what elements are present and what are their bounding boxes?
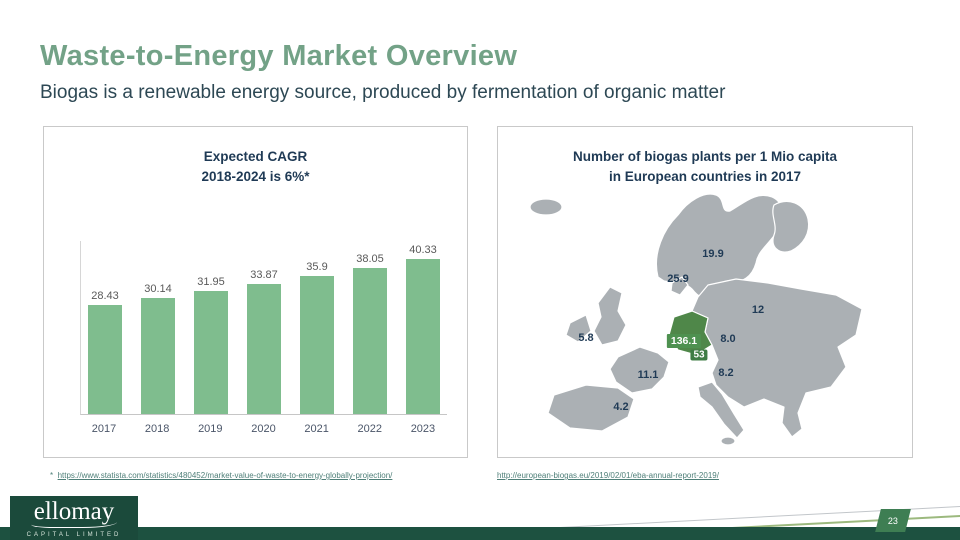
map-region-denmark <box>670 276 689 296</box>
biogas-report-link[interactable]: http://european-biogas.eu/2019/02/01/eba… <box>497 471 719 480</box>
bar-value-label: 28.43 <box>91 290 119 302</box>
page-title: Waste-to-Energy Market Overview <box>40 40 518 72</box>
page-number: 23 <box>887 515 898 526</box>
bar-value-label: 38.05 <box>356 253 384 265</box>
map-value-label: 11.1 <box>637 369 659 381</box>
bar-value-label: 31.95 <box>197 276 225 288</box>
map-region-iceland <box>529 198 563 216</box>
map-title-line2: in European countries in 2017 <box>608 169 802 185</box>
map-value-label: 4.2 <box>613 401 629 413</box>
bar-value-label: 33.87 <box>250 269 278 281</box>
bar-value-label: 35.9 <box>306 261 328 273</box>
chart-bar <box>141 298 175 414</box>
bar-years: 2017 2018 2019 2020 2021 2022 2023 <box>80 423 447 435</box>
chart-bar <box>300 276 334 414</box>
map-region-france <box>609 346 670 394</box>
map-panel: Number of biogas plants per 1 Mio capita… <box>497 126 913 458</box>
map-value-label: 19.9 <box>702 248 724 260</box>
europe-map-area: 19.9 25.9 12 5.8 136.1 8.0 53 8.2 11.1 4.2 <box>506 185 906 447</box>
chart-bar <box>194 291 228 414</box>
footer-band <box>0 527 960 540</box>
bar-column: 33.87 <box>246 269 282 414</box>
map-value-label: 25.9 <box>667 273 689 285</box>
page-number-badge: 23 <box>875 509 911 532</box>
bar-column: 28.43 <box>87 290 123 414</box>
map-value-label: 5.8 <box>578 332 594 344</box>
map-title-line1: Number of biogas plants per 1 Mio capita <box>572 149 838 164</box>
bar-year-label: 2022 <box>357 423 383 435</box>
footnote-marker: * <box>50 471 54 480</box>
bar-year-label: 2023 <box>410 423 436 435</box>
chart-bar <box>406 259 440 414</box>
map-region-finland <box>772 200 810 253</box>
page-subtitle: Biogas is a renewable energy source, pro… <box>40 82 726 103</box>
map-region-sicily <box>720 436 736 446</box>
bar-chart-title: Expected CAGR 2018-2024 is 6%* <box>44 147 467 188</box>
bar-chart-panel: Expected CAGR 2018-2024 is 6%* 28.43 30.1… <box>43 126 468 458</box>
bar-column: 35.9 <box>299 261 335 414</box>
bar-year-label: 2019 <box>198 423 223 435</box>
bar-chart-title-line2: 2018-2024 is 6%* <box>201 169 310 185</box>
map-region-iberia <box>547 384 635 432</box>
map-title: Number of biogas plants per 1 Mio capita… <box>498 147 912 188</box>
map-value-label: 53 <box>690 349 708 361</box>
bar-column: 30.14 <box>140 283 176 414</box>
footnote-left: * https://www.statista.com/statistics/48… <box>50 471 392 480</box>
bar-value-label: 40.33 <box>409 244 437 256</box>
logo-swash <box>31 522 117 528</box>
map-label-overlay: 19.9 25.9 12 5.8 136.1 8.0 53 8.2 11.1 4.2 <box>506 185 906 447</box>
chart-bar <box>353 268 387 414</box>
bar-year-label: 2018 <box>144 423 170 435</box>
bar-column: 40.33 <box>405 244 441 414</box>
bar-plot: 28.43 30.14 31.95 33.87 35.9 38.05 40.33 <box>80 241 447 415</box>
map-value-label: 12 <box>751 304 765 316</box>
logo-subtext: CAPITAL LIMITED <box>26 531 122 538</box>
europe-map <box>529 193 863 446</box>
statista-link[interactable]: https://www.statista.com/statistics/4804… <box>57 471 393 480</box>
chart-bar <box>247 284 281 414</box>
map-region-italy <box>697 381 745 439</box>
bar-column: 31.95 <box>193 276 229 414</box>
bar-year-label: 2017 <box>91 423 117 435</box>
bar-year-label: 2020 <box>251 423 276 435</box>
map-value-label: 136.1 <box>666 334 702 348</box>
map-region-ireland <box>565 314 592 343</box>
map-value-label: 8.0 <box>720 333 736 345</box>
logo-wordmark: ellomay <box>33 497 115 525</box>
company-logo: ellomay CAPITAL LIMITED <box>10 496 138 540</box>
bar-column: 38.05 <box>352 253 388 414</box>
bar-chart-title-line1: Expected CAGR <box>203 149 308 164</box>
footnote-right: http://european-biogas.eu/2019/02/01/eba… <box>497 471 719 480</box>
map-region-uk <box>593 286 627 346</box>
chart-bar <box>88 305 122 414</box>
bar-year-label: 2021 <box>304 423 329 435</box>
map-value-label: 8.2 <box>718 367 734 379</box>
bar-value-label: 30.14 <box>144 283 172 295</box>
bar-chart: 28.43 30.14 31.95 33.87 35.9 38.05 40.33 2017 2… <box>80 241 447 435</box>
